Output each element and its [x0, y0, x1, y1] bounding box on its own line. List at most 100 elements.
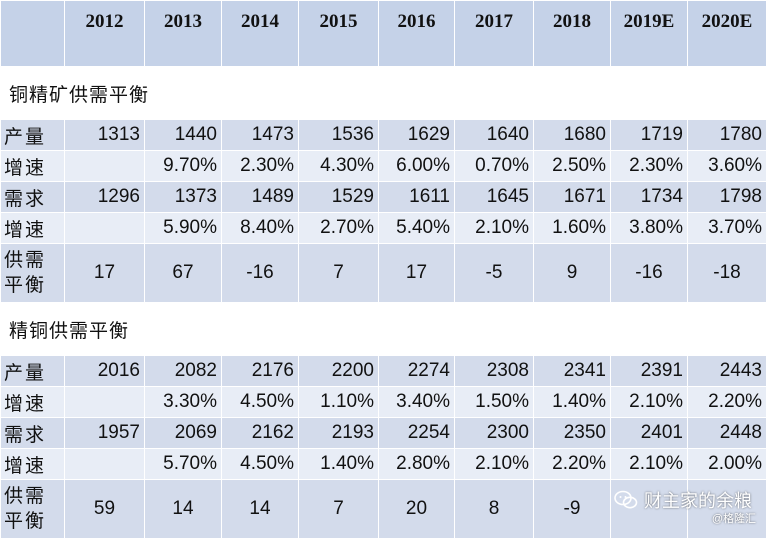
table-cell: -16 — [222, 244, 299, 303]
table-cell: 9.70% — [145, 151, 222, 182]
table-cell: 1.60% — [534, 213, 611, 244]
year-header-row: 2012 2013 2014 2015 2016 2017 2018 2019E… — [1, 1, 766, 67]
table-cell: 2.50% — [534, 151, 611, 182]
table-cell: 2.20% — [534, 449, 611, 480]
table-cell: 1680 — [534, 120, 611, 151]
wechat-icon — [614, 490, 638, 510]
table-cell: 2082 — [145, 356, 222, 387]
table-cell: -5 — [455, 244, 534, 303]
table-cell: 2.30% — [222, 151, 299, 182]
row-label: 产量 — [1, 120, 65, 151]
table-cell: 1440 — [145, 120, 222, 151]
table-cell: 2308 — [455, 356, 534, 387]
table-cell: 3.30% — [145, 387, 222, 418]
table-cell: 1719 — [611, 120, 688, 151]
year-header: 2017 — [455, 1, 534, 67]
table-cell: 2448 — [688, 418, 766, 449]
table-cell: 1957 — [65, 418, 145, 449]
section-row: 铜精矿供需平衡 — [1, 67, 766, 120]
year-header: 2016 — [379, 1, 455, 67]
table-cell: 1734 — [611, 182, 688, 213]
table-cell: 1313 — [65, 120, 145, 151]
table-cell: 2274 — [379, 356, 455, 387]
table-cell: 5.70% — [145, 449, 222, 480]
table-cell: 1373 — [145, 182, 222, 213]
row-label: 增速 — [1, 449, 65, 480]
row-label: 增速 — [1, 213, 65, 244]
table-cell: 1.40% — [299, 449, 379, 480]
table-cell: 2.80% — [379, 449, 455, 480]
table-cell: 7 — [299, 244, 379, 303]
table-cell: 3.80% — [611, 213, 688, 244]
table-cell: 1536 — [299, 120, 379, 151]
table-cell: 1529 — [299, 182, 379, 213]
table-cell: 1.40% — [534, 387, 611, 418]
table-cell: 2.10% — [455, 449, 534, 480]
table-cell: 5.40% — [379, 213, 455, 244]
table-cell: 17 — [65, 244, 145, 303]
table-cell — [65, 151, 145, 182]
row-label: 供需平衡 — [1, 244, 65, 303]
table-cell: 3.40% — [379, 387, 455, 418]
table-cell — [65, 449, 145, 480]
table-cell: 2193 — [299, 418, 379, 449]
year-header: 2020E — [688, 1, 766, 67]
table-cell: 1645 — [455, 182, 534, 213]
table-cell: 2300 — [455, 418, 534, 449]
watermark-sub: @格隆汇 — [712, 510, 756, 526]
year-header: 2018 — [534, 1, 611, 67]
table-cell: 2443 — [688, 356, 766, 387]
table-cell: 1629 — [379, 120, 455, 151]
table-cell: 2016 — [65, 356, 145, 387]
table-cell: 2176 — [222, 356, 299, 387]
row-label: 产量 — [1, 356, 65, 387]
year-header: 2015 — [299, 1, 379, 67]
table-cell: 8 — [455, 480, 534, 539]
table-cell: 2254 — [379, 418, 455, 449]
table-cell: 2.00% — [688, 449, 766, 480]
section-title: 铜精矿供需平衡 — [1, 67, 766, 120]
table-cell: 2.10% — [455, 213, 534, 244]
row-label: 需求 — [1, 182, 65, 213]
table-cell: 2.30% — [611, 151, 688, 182]
table-cell: 1780 — [688, 120, 766, 151]
table-cell: 2341 — [534, 356, 611, 387]
row-label: 增速 — [1, 151, 65, 182]
table-cell: 2.20% — [688, 387, 766, 418]
table-cell: -18 — [688, 244, 766, 303]
year-header: 2019E — [611, 1, 688, 67]
table-cell — [65, 213, 145, 244]
table-cell: 4.50% — [222, 387, 299, 418]
table-cell: -9 — [534, 480, 611, 539]
table-cell: 5.90% — [145, 213, 222, 244]
table-cell: 2162 — [222, 418, 299, 449]
table-cell: 4.30% — [299, 151, 379, 182]
table-cell: 1611 — [379, 182, 455, 213]
table-cell — [65, 387, 145, 418]
table-cell: 14 — [145, 480, 222, 539]
table-cell: -16 — [611, 244, 688, 303]
table-cell: 0.70% — [455, 151, 534, 182]
table-cell: 2350 — [534, 418, 611, 449]
row-label: 供需平衡 — [1, 480, 65, 539]
table-cell: 9 — [534, 244, 611, 303]
year-header: 2014 — [222, 1, 299, 67]
table-cell: 59 — [65, 480, 145, 539]
table-cell: 1671 — [534, 182, 611, 213]
row-label: 需求 — [1, 418, 65, 449]
table-cell: 17 — [379, 244, 455, 303]
table-cell: 1489 — [222, 182, 299, 213]
table-cell: 8.40% — [222, 213, 299, 244]
table-cell: 1473 — [222, 120, 299, 151]
table-cell: 1798 — [688, 182, 766, 213]
table-cell: 1640 — [455, 120, 534, 151]
table-cell: 67 — [145, 244, 222, 303]
table-cell: 2.10% — [611, 449, 688, 480]
